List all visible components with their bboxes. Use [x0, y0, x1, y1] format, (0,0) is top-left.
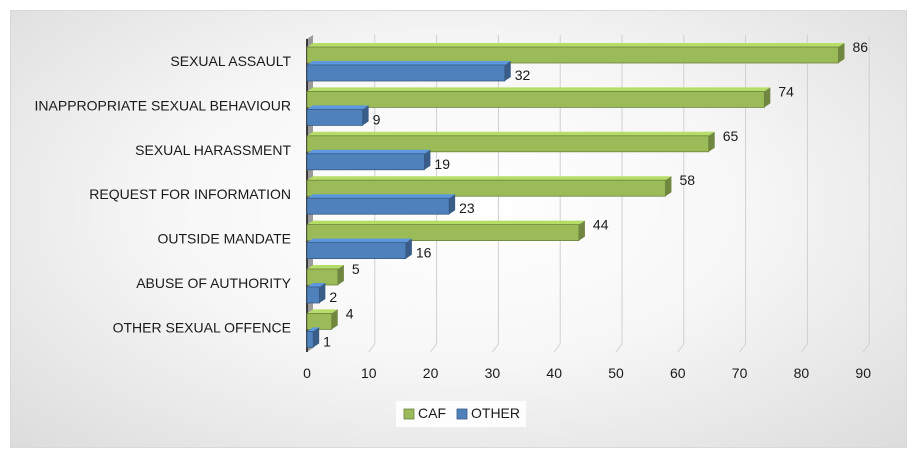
data-label-other-outside-mandate: 16 — [416, 245, 432, 261]
bar-caf-request-for-information — [306, 176, 672, 197]
gridline-floor-10 — [368, 343, 376, 353]
x-tick-label-80: 80 — [794, 365, 810, 381]
gridline-floor-60 — [677, 343, 685, 353]
data-label-caf-sexual-harassment: 65 — [723, 128, 739, 144]
bar-caf-sexual-harassment — [306, 131, 715, 153]
data-label-caf-inappropriate-sexual-behaviour: 74 — [778, 83, 794, 99]
data-label-other-inappropriate-sexual-behaviour: 9 — [373, 111, 381, 127]
category-label-abuse-of-authority: ABUSE OF AUTHORITY — [136, 275, 291, 291]
category-label-sexual-harassment: SEXUAL HARASSMENT — [135, 142, 291, 158]
bar-caf-other-sexual-offence — [306, 309, 338, 330]
data-label-other-sexual-harassment: 19 — [434, 156, 450, 172]
x-tick-label-60: 60 — [670, 365, 686, 381]
bar-other-outside-mandate — [306, 238, 412, 260]
data-label-other-other-sexual-offence: 1 — [323, 333, 331, 349]
data-label-caf-sexual-assault: 86 — [852, 39, 868, 55]
gridline-floor-50 — [615, 343, 623, 353]
bar-caf-inappropriate-sexual-behaviour — [306, 87, 771, 108]
bar-other-inappropriate-sexual-behaviour — [306, 105, 369, 126]
chart-frame: 86 32 74 9 65 19 58 23 44 16 5 2 4 1 SEXUAL ASSAULT IN… — [10, 10, 907, 448]
legend: CAF OTHER — [396, 401, 526, 427]
bar-caf-abuse-of-authority — [306, 265, 344, 286]
x-tick-label-70: 70 — [732, 365, 748, 381]
legend-label-other: OTHER — [471, 405, 520, 421]
gridline-floor-30 — [491, 343, 499, 353]
legend-label-caf: CAF — [418, 405, 446, 421]
bar-other-abuse-of-authority — [306, 283, 326, 304]
data-label-caf-other-sexual-offence: 4 — [346, 305, 354, 321]
bar-other-sexual-harassment — [306, 149, 431, 171]
data-label-other-request-for-information: 23 — [459, 200, 475, 216]
data-label-other-abuse-of-authority: 2 — [329, 289, 337, 305]
x-tick-label-40: 40 — [546, 365, 562, 381]
x-tick-label-90: 90 — [855, 365, 871, 381]
x-tick-labels: 0 10 20 30 40 50 60 70 80 90 — [303, 365, 871, 381]
category-label-request-for-information: REQUEST FOR INFORMATION — [89, 186, 291, 202]
bar-caf-sexual-assault — [306, 43, 845, 64]
gridline-floor-40 — [553, 343, 561, 353]
bar-caf-outside-mandate — [306, 220, 585, 242]
gridline-floor-20 — [430, 343, 438, 353]
legend-swatch-other — [456, 408, 468, 420]
x-tick-label-50: 50 — [608, 365, 624, 381]
x-tick-label-0: 0 — [303, 365, 311, 381]
category-label-sexual-assault: SEXUAL ASSAULT — [170, 53, 291, 69]
gridline-floor-80 — [801, 343, 808, 353]
gridline-floor-70 — [739, 343, 746, 353]
legend-swatch-caf — [403, 408, 415, 420]
category-labels: SEXUAL ASSAULT INAPPROPRIATE SEXUAL BEHAV… — [35, 53, 292, 335]
data-label-caf-outside-mandate: 44 — [593, 217, 609, 233]
category-label-inappropriate-sexual-behaviour: INAPPROPRIATE SEXUAL BEHAVIOUR — [35, 97, 291, 113]
x-tick-label-30: 30 — [485, 365, 501, 381]
data-label-caf-abuse-of-authority: 5 — [352, 261, 360, 277]
gridline-floor-90 — [862, 343, 870, 353]
x-tick-label-10: 10 — [361, 365, 377, 381]
bar-other-request-for-information — [306, 194, 456, 215]
bar-other-sexual-assault — [306, 61, 511, 82]
category-label-outside-mandate: OUTSIDE MANDATE — [157, 231, 291, 247]
x-tick-label-20: 20 — [423, 365, 439, 381]
data-label-caf-request-for-information: 58 — [679, 172, 695, 188]
category-label-other-sexual-offence: OTHER SEXUAL OFFENCE — [113, 319, 291, 335]
bar-other-other-sexual-offence — [306, 327, 320, 348]
data-label-other-sexual-assault: 32 — [515, 67, 531, 83]
